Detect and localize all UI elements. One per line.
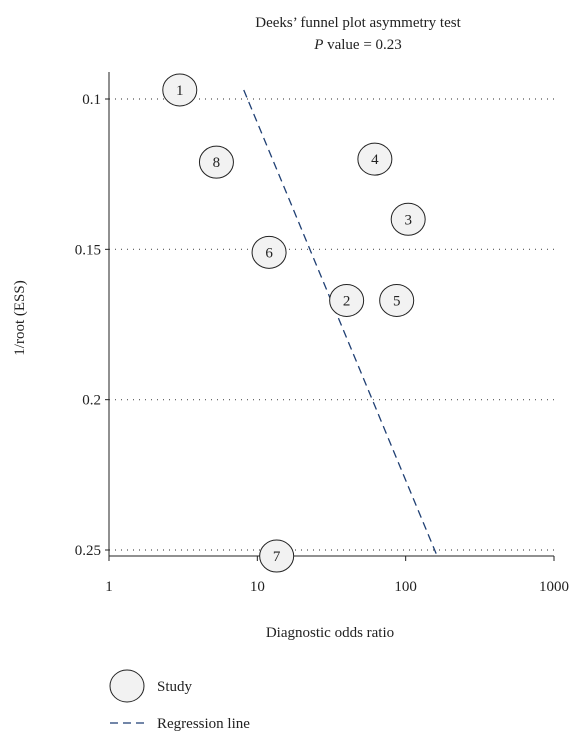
study-point-1: 1: [162, 73, 198, 107]
gridlines: [109, 98, 554, 551]
study-marker: [259, 539, 295, 573]
chart-title: Deeks’ funnel plot asymmetry test: [255, 15, 461, 31]
study-label: 7: [273, 549, 281, 565]
x-tick-label-0: 1: [105, 579, 113, 595]
study-point-6: 6: [251, 235, 287, 269]
legend-study-label: Study: [157, 679, 193, 695]
study-marker: [251, 235, 287, 269]
study-label: 2: [343, 293, 351, 309]
subtitle-p-symbol: P: [313, 37, 323, 53]
study-point-5: 5: [379, 283, 415, 317]
study-label: 3: [404, 212, 412, 228]
study-marker: [198, 145, 234, 179]
y-axis-label: 1/root (ESS): [12, 280, 28, 355]
x-tick-label-1: 10: [250, 579, 265, 595]
y-tick-label-1: 0.15: [75, 242, 101, 258]
study-marker: [329, 283, 365, 317]
legend: Study Regression line: [109, 669, 250, 732]
study-points: 1 2 3 4 5 6 7 8: [162, 73, 426, 573]
y-tick-label-3: 0.25: [75, 543, 101, 559]
study-label: 1: [176, 83, 184, 99]
legend-regression-label: Regression line: [157, 716, 250, 732]
subtitle-p-value: value = 0.23: [323, 37, 401, 53]
study-label: 6: [265, 245, 273, 261]
x-axis-label: Diagnostic odds ratio: [266, 625, 394, 641]
regression-line: [243, 89, 438, 557]
study-point-8: 8: [198, 145, 234, 179]
x-tick-label-2: 100: [394, 579, 417, 595]
study-point-4: 4: [357, 142, 393, 176]
x-axis-ticks: 1 10 100 1000: [105, 556, 569, 595]
study-label: 4: [371, 152, 379, 168]
y-tick-label-0: 0.1: [82, 92, 101, 108]
study-point-7: 7: [259, 539, 295, 573]
y-axis-ticks: 0.1 0.15 0.2 0.25: [75, 92, 109, 559]
study-label: 8: [213, 155, 221, 171]
study-label: 5: [393, 293, 401, 309]
study-marker: [390, 202, 426, 236]
study-marker: [357, 142, 393, 176]
legend-study-symbol: [109, 669, 145, 703]
study-marker: [379, 283, 415, 317]
y-tick-label-2: 0.2: [82, 393, 101, 409]
study-point-3: 3: [390, 202, 426, 236]
chart-subtitle: P value = 0.23: [313, 37, 402, 53]
x-tick-label-3: 1000: [539, 579, 569, 595]
study-point-2: 2: [329, 283, 365, 317]
study-marker: [162, 73, 198, 107]
